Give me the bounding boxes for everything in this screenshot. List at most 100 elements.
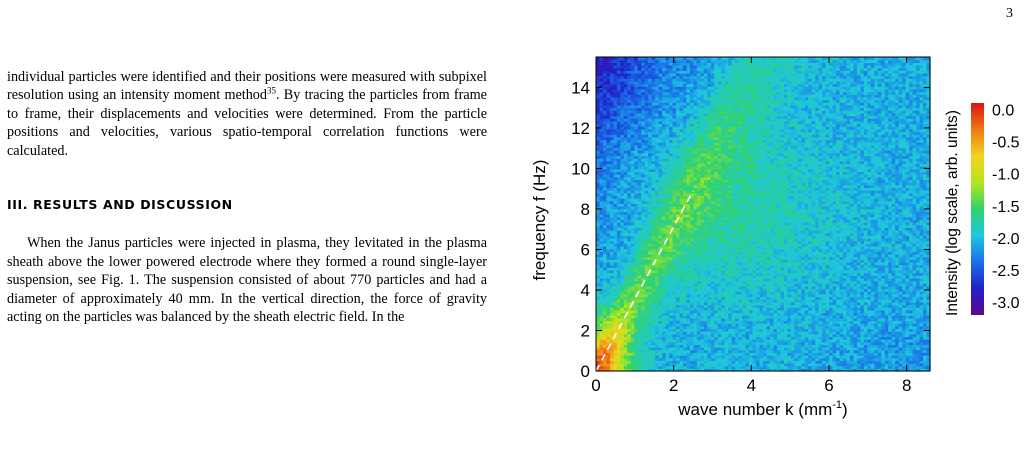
heatmap-cell [637, 317, 642, 322]
heatmap-cell [707, 240, 712, 244]
heatmap-cell [672, 331, 677, 335]
heatmap-cell [832, 317, 837, 322]
heatmap-cell [787, 296, 792, 300]
heatmap-cell [902, 333, 907, 338]
heatmap-cell [637, 365, 642, 369]
heatmap-cell [599, 341, 604, 345]
heatmap-cell [641, 261, 646, 266]
heatmap-cell [780, 312, 785, 316]
heatmap-cell [724, 320, 729, 324]
heatmap-cell [863, 285, 868, 290]
heatmap-cell [738, 349, 743, 353]
heatmap-cell [811, 331, 816, 335]
heatmap-cell [609, 360, 614, 364]
heatmap-cell [853, 347, 858, 351]
heatmap-cell [700, 333, 705, 338]
heatmap-cell [672, 352, 677, 356]
heatmap-cell [860, 341, 865, 345]
heatmap-cell [648, 251, 653, 255]
heatmap-cell [738, 261, 743, 266]
heatmap-cell [658, 304, 663, 308]
heatmap-cell [714, 315, 719, 319]
heatmap-cell [888, 251, 893, 255]
heatmap-cell [849, 261, 855, 266]
heatmap-cell [919, 301, 924, 306]
heatmap-cell [839, 328, 844, 332]
heatmap-cell [783, 296, 788, 300]
heatmap-cell [707, 307, 712, 311]
heatmap-cell [630, 283, 635, 287]
heatmap-cell [606, 283, 611, 287]
heatmap-cell [849, 285, 855, 290]
heatmap-cell [735, 325, 740, 330]
heatmap-cell [703, 341, 708, 345]
heatmap-cell [651, 365, 656, 369]
heatmap-cell [707, 283, 712, 287]
heatmap-cell [881, 333, 886, 338]
heatmap-cell [637, 323, 642, 327]
heatmap-cell [881, 320, 886, 324]
heatmap-cell [620, 272, 625, 276]
heatmap-cell [773, 243, 778, 247]
heatmap-cell [874, 240, 879, 244]
heatmap-cell [797, 349, 802, 353]
heatmap-cell [759, 339, 764, 343]
heatmap-cell [679, 325, 684, 330]
heatmap-cell [895, 363, 900, 367]
heatmap-cell [676, 368, 681, 372]
heatmap-cell [877, 261, 882, 266]
heatmap-cell [634, 320, 639, 324]
heatmap-cell [863, 296, 868, 300]
heatmap-cell [609, 245, 614, 250]
heatmap-cell [662, 363, 667, 367]
heatmap-cell [676, 277, 681, 282]
heatmap-cell [829, 368, 834, 372]
heatmap-cell [808, 344, 813, 348]
heatmap-cell [714, 269, 719, 274]
heatmap-cell [731, 312, 736, 316]
heatmap-cell [804, 341, 809, 345]
heatmap-cell [763, 363, 768, 367]
heatmap-cell [630, 312, 635, 316]
heatmap-cell [804, 320, 809, 324]
heatmap-cell [669, 344, 674, 348]
heatmap-cell [853, 320, 858, 324]
heatmap-cell [763, 357, 768, 361]
heatmap-cell [655, 320, 660, 324]
heatmap-cell [686, 320, 691, 324]
heatmap-cell [682, 336, 688, 340]
heatmap-cell [919, 331, 924, 335]
heatmap-cell [742, 237, 747, 242]
heatmap-cell [651, 275, 656, 279]
heatmap-cell [606, 272, 611, 276]
heatmap-cell [637, 349, 642, 353]
heatmap-cell [874, 363, 879, 367]
heatmap-cell [905, 301, 910, 306]
heatmap-cell [745, 336, 750, 340]
heatmap-cell [815, 285, 820, 290]
heatmap-cell [759, 288, 764, 292]
heatmap-cell [596, 349, 601, 353]
heatmap-cell [877, 264, 882, 268]
heatmap-cell [710, 301, 715, 306]
heatmap-cell [721, 288, 726, 292]
heatmap-cell [669, 291, 674, 295]
heatmap-cell [881, 339, 886, 343]
heatmap-cell [679, 285, 684, 290]
heatmap-cell [808, 299, 813, 303]
heatmap-cell [609, 261, 614, 266]
heatmap-cell [714, 259, 719, 263]
heatmap-cell [728, 296, 733, 300]
heatmap-cell [856, 277, 862, 282]
heatmap-cell [745, 323, 750, 327]
heatmap-cell [717, 232, 722, 236]
heatmap-cell [790, 277, 795, 282]
heatmap-cell [745, 315, 750, 319]
heatmap-cell [703, 320, 708, 324]
heatmap-cell [905, 323, 910, 327]
heatmap-cell [916, 336, 921, 340]
heatmap-cell [742, 243, 747, 247]
heatmap-cell [714, 240, 719, 244]
heatmap-cell [856, 296, 862, 300]
heatmap-cell [801, 309, 806, 314]
